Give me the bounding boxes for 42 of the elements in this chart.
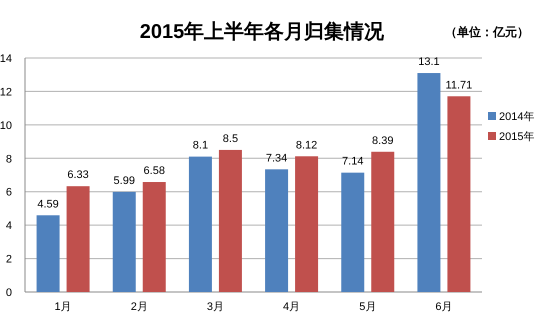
chart-title: 2015年上半年各月归集情况 — [140, 21, 386, 43]
bar — [265, 169, 288, 292]
x-tick-label: 2月 — [130, 301, 148, 313]
data-label: 8.1 — [192, 140, 208, 152]
x-tick-label: 3月 — [206, 301, 224, 313]
data-label: 6.33 — [67, 169, 89, 182]
legend-label: 2014年 — [499, 111, 534, 123]
data-label: 8.5 — [222, 132, 238, 145]
y-tick-label: 10 — [0, 120, 12, 132]
bar — [447, 96, 470, 292]
bar — [142, 182, 166, 292]
y-tick-label: 0 — [6, 287, 12, 299]
chart-subtitle: （单位：亿元） — [445, 25, 529, 39]
legend-label: 2015年 — [499, 131, 534, 143]
data-label: 4.59 — [37, 198, 59, 210]
y-tick-label: 12 — [0, 86, 12, 98]
bar — [66, 186, 90, 292]
data-label: 8.12 — [296, 139, 318, 152]
y-tick-label: 2 — [6, 254, 12, 266]
data-label: 7.34 — [266, 152, 288, 164]
bar — [417, 73, 440, 292]
x-tick-label: 1月 — [54, 301, 72, 313]
data-label: 11.71 — [446, 79, 472, 92]
bar — [295, 156, 318, 292]
data-label: 8.39 — [372, 134, 394, 147]
data-label: 7.14 — [342, 156, 364, 168]
bar — [218, 150, 242, 292]
x-tick-label: 5月 — [359, 301, 376, 313]
y-tick-label: 8 — [6, 153, 12, 166]
y-tick-label: 14 — [0, 53, 12, 65]
x-tick-label: 4月 — [283, 301, 300, 313]
y-tick-label: 6 — [6, 186, 12, 199]
x-tick-label: 6月 — [435, 301, 452, 313]
bar — [341, 172, 364, 292]
bar — [188, 156, 212, 292]
bar — [36, 215, 60, 292]
data-label: 13.1 — [418, 56, 440, 68]
data-label: 6.58 — [144, 165, 165, 178]
bar — [112, 192, 136, 292]
bar — [371, 152, 394, 292]
y-tick-label: 4 — [6, 220, 12, 232]
data-label: 5.99 — [114, 174, 135, 187]
